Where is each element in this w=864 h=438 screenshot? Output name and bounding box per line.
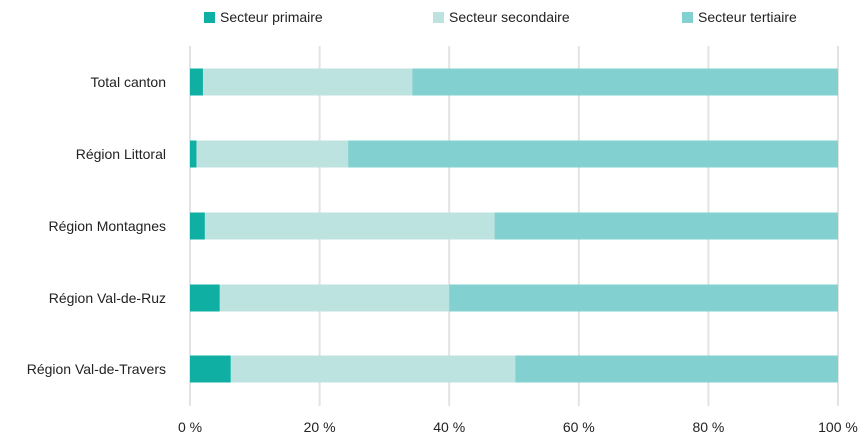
bar-segment [190,284,220,312]
bar-segment [204,212,495,240]
category-label: Région Montagnes [48,218,166,234]
bar-segment [348,140,838,168]
legend-item-primaire: Secteur primaire [204,9,323,25]
category-label: Région Littoral [76,146,166,162]
legend-swatch-secondaire [433,11,444,23]
x-tick-label: 20 % [304,419,336,435]
category-label: Total canton [91,74,167,90]
bar-segment [190,68,203,96]
legend-swatch-primaire [204,11,215,23]
legend-label-secondaire: Secteur secondaire [449,9,570,25]
bar-segment [196,140,349,168]
x-tick-label: 100 % [818,419,858,435]
bar-segment [190,212,205,240]
bar-segment [190,355,231,383]
bar-segment [515,355,838,383]
legend-item-secondaire: Secteur secondaire [433,9,570,25]
bar-segment [230,355,516,383]
bar-segment [412,68,838,96]
bar-segment [449,284,838,312]
legend-item-tertiaire: Secteur tertiaire [682,9,797,25]
x-tick-label: 60 % [563,419,595,435]
x-tick-label: 40 % [433,419,465,435]
bar-segment [190,140,197,168]
bar-segment [494,212,838,240]
legend-swatch-tertiaire [682,11,693,23]
category-label: Région Val-de-Ruz [49,290,166,306]
legend-label-primaire: Secteur primaire [220,9,323,25]
legend: Secteur primaire Secteur secondaire Sect… [0,9,864,29]
bar-segment [219,284,450,312]
x-tick-label: 0 % [178,419,202,435]
x-tick-label: 80 % [692,419,724,435]
legend-label-tertiaire: Secteur tertiaire [698,9,797,25]
bar-segment [202,68,413,96]
category-label: Région Val-de-Travers [27,361,166,377]
